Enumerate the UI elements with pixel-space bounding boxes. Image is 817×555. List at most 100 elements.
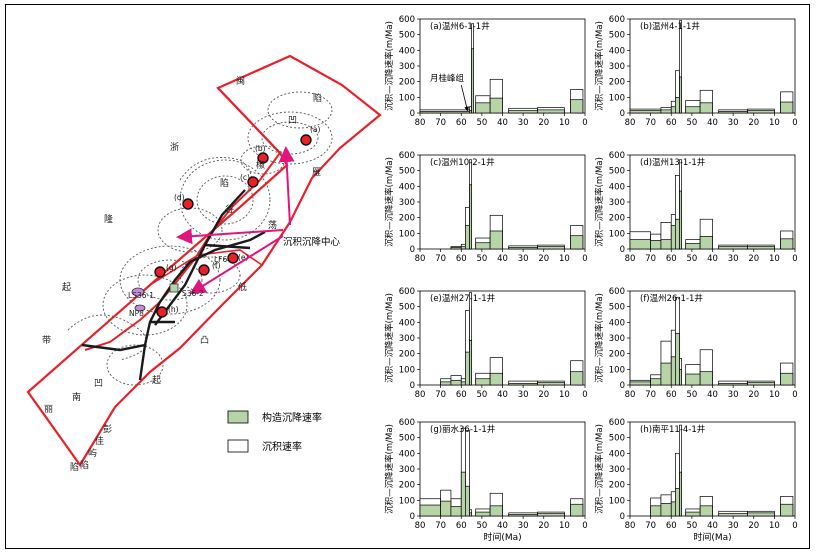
x-tick-label: 10 xyxy=(769,118,780,128)
s36-2-feature xyxy=(169,283,179,293)
tectonic-bar xyxy=(489,230,503,250)
y-tick-label: 600 xyxy=(609,15,625,25)
ls36-1-feature xyxy=(131,287,145,297)
tectonic-bar xyxy=(460,246,466,250)
y-tick-label: 600 xyxy=(399,287,415,297)
svg-text:凸: 凸 xyxy=(200,335,209,346)
well-marker xyxy=(154,266,166,278)
tectonic-bar xyxy=(679,471,682,517)
x-tick-label: 70 xyxy=(435,521,446,531)
y-tick-label: 200 xyxy=(609,78,625,88)
x-tick-label: 80 xyxy=(415,390,426,400)
tectonic-bar xyxy=(747,382,775,386)
legend-sedimentation-label: 沉积速率 xyxy=(262,440,302,453)
x-tick-label: 60 xyxy=(666,390,677,400)
tectonic-bar xyxy=(718,246,748,250)
chart-title: (e)温州27-1-1井 xyxy=(430,293,495,304)
tectonic-bar xyxy=(685,243,701,250)
tectonic-bar xyxy=(508,383,538,386)
depocenter-label: 沉积沉降中心 xyxy=(283,236,341,248)
x-tick-label: 0 xyxy=(582,254,587,264)
annotation-arrow xyxy=(460,84,469,112)
tectonic-bar xyxy=(465,225,470,250)
y-tick-label: 200 xyxy=(609,350,625,360)
tectonic-bar xyxy=(475,511,491,517)
tectonic-bar xyxy=(537,109,565,114)
svg-text:雁: 雁 xyxy=(312,167,321,178)
tectonic-bar xyxy=(489,372,503,386)
tectonic-bar xyxy=(537,513,565,517)
well-marker xyxy=(227,252,239,264)
x-tick-label: 30 xyxy=(518,254,529,264)
x-tick-label: 10 xyxy=(769,254,780,264)
x-tick-label: 20 xyxy=(538,390,549,400)
x-tick-label: 40 xyxy=(707,390,718,400)
x-tick-label: 30 xyxy=(728,390,739,400)
chart-title: (d)温州13-1-1井 xyxy=(640,157,705,168)
tectonic-bar xyxy=(419,111,470,114)
svg-text:凹: 凹 xyxy=(288,116,297,126)
x-tick-label: 30 xyxy=(518,390,529,400)
formation-annotation: 月桂峰组 xyxy=(430,73,465,84)
x-tick-label: 80 xyxy=(625,390,636,400)
y-tick-label: 300 xyxy=(399,198,415,208)
tectonic-bar xyxy=(780,372,794,386)
tectonic-bar xyxy=(419,504,441,517)
x-tick-label: 70 xyxy=(645,390,656,400)
tectonic-bar xyxy=(660,503,672,517)
y-tick-label: 100 xyxy=(609,496,625,506)
y-tick-label: 600 xyxy=(609,287,625,297)
well-marker xyxy=(247,176,259,188)
x-tick-label: 30 xyxy=(728,254,739,264)
contour-lines xyxy=(67,91,333,386)
x-tick-label: 40 xyxy=(497,521,508,531)
tectonic-bar xyxy=(675,96,680,114)
x-tick-label: 20 xyxy=(538,118,549,128)
x-tick-label: 30 xyxy=(518,521,529,531)
tectonic-bar xyxy=(670,356,676,386)
chart-title: (a)温州6-1-1井 xyxy=(430,21,490,32)
y-tick-label: 300 xyxy=(399,465,415,475)
region-lettering: 闽 浙 隆 起 带 丽 南 凹 陷 雁 荡 低 凸 起 陷 凹 椒 陷 彭 佳 … xyxy=(42,75,322,473)
y-tick-label: 500 xyxy=(609,303,625,313)
well-marker xyxy=(182,198,194,210)
tectonic-bar xyxy=(450,247,462,250)
x-tick-label: 20 xyxy=(748,521,759,531)
y-tick-label: 200 xyxy=(609,214,625,224)
tectonic-bar xyxy=(780,101,794,114)
y-tick-label: 200 xyxy=(399,78,415,88)
x-tick-label: 60 xyxy=(456,521,467,531)
depocenter-arrows xyxy=(176,146,295,295)
tectonic-bar xyxy=(718,383,748,386)
basin-boundary xyxy=(26,54,382,468)
legend-tectonic-label: 构造沉降速率 xyxy=(262,411,322,424)
y-tick-label: 600 xyxy=(399,418,415,428)
y-tick-label: 400 xyxy=(609,449,625,459)
y-tick-label: 100 xyxy=(399,496,415,506)
tectonic-bar xyxy=(670,106,676,114)
tectonic-bar xyxy=(570,99,584,114)
tectonic-bar xyxy=(508,247,538,250)
y-tick-label: 400 xyxy=(399,449,415,459)
x-tick-label: 60 xyxy=(666,254,677,264)
x-tick-label: 10 xyxy=(559,254,570,264)
x-tick-label: 20 xyxy=(748,118,759,128)
tectonic-bar xyxy=(469,184,472,250)
svg-text:隆: 隆 xyxy=(104,213,113,225)
y-tick-label: 0 xyxy=(620,512,625,522)
x-tick-label: 50 xyxy=(476,254,487,264)
well-label: (b) xyxy=(255,144,266,153)
x-tick-label: 50 xyxy=(476,390,487,400)
x-tick-label: 60 xyxy=(456,254,467,264)
y-tick-label: 100 xyxy=(609,229,625,239)
y-tick-label: 300 xyxy=(399,334,415,344)
y-tick-label: 100 xyxy=(609,365,625,375)
x-tick-label: 70 xyxy=(645,521,656,531)
x-tick-label: 40 xyxy=(497,118,508,128)
y-tick-label: 400 xyxy=(609,182,625,192)
svg-text:彭: 彭 xyxy=(103,423,112,435)
x-tick-label: 60 xyxy=(666,118,677,128)
x-tick-label: 0 xyxy=(792,118,797,128)
